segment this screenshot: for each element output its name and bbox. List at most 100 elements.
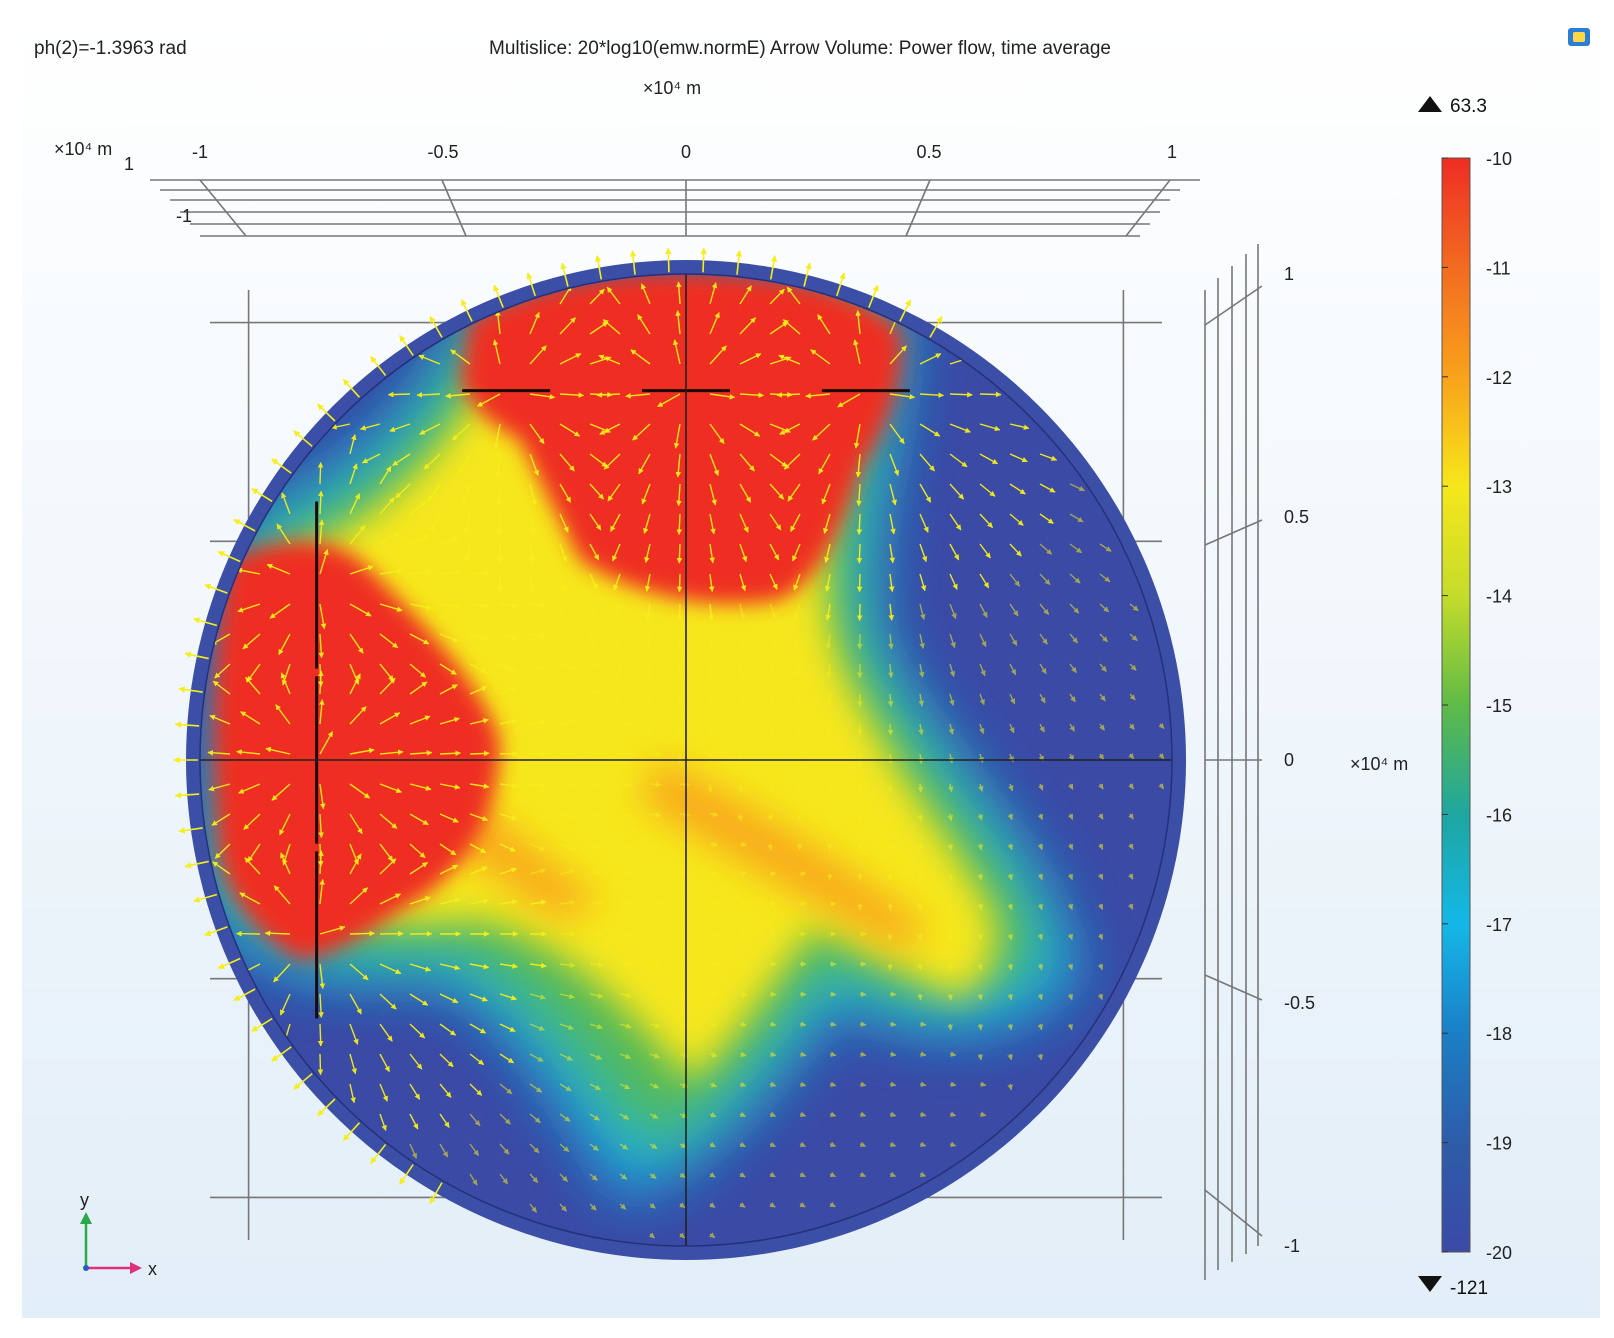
flow-arrow [709,345,727,365]
flow-arrow [826,693,832,707]
flow-arrow [529,1113,541,1124]
flow-arrow [709,1141,716,1148]
flow-arrow [529,1053,544,1062]
flow-arrow [589,1143,599,1151]
colorbar-tick-label: -13 [1486,477,1512,497]
flow-arrow [649,961,662,968]
flow-arrow [280,672,291,695]
flow-arrow [790,513,801,532]
boundary-arrow [193,893,218,903]
flow-arrow [709,1021,719,1028]
flow-arrow [979,423,1001,432]
flow-arrow [439,993,459,1004]
flow-arrow [439,897,461,905]
flow-arrow [919,392,945,398]
boundary-arrow [204,583,228,594]
flow-arrow [1037,933,1043,941]
flow-arrow [888,573,895,593]
flow-arrow [739,1141,746,1148]
flow-arrow [499,663,517,672]
flow-arrow [1099,663,1107,672]
flow-arrow [799,871,807,877]
flow-arrow [559,1083,572,1092]
flow-arrow [1128,813,1134,820]
flow-arrow [979,603,988,618]
flow-arrow [649,1022,661,1029]
flow-arrow [739,870,748,877]
flow-arrow [679,1142,687,1149]
z-tick-label: 1 [124,154,134,174]
flow-arrow [499,1023,516,1032]
flow-arrow [559,353,582,365]
flow-arrow [1009,573,1021,587]
flow-arrow [1097,843,1104,850]
flow-arrow [409,1083,421,1100]
flow-arrow [599,423,621,435]
flow-arrow [499,963,518,969]
flow-arrow [1037,993,1043,1001]
flow-arrow [949,663,956,678]
flow-arrow [1009,693,1016,705]
flow-arrow [917,963,923,971]
flow-arrow [237,603,261,613]
flow-arrow [917,753,924,764]
flow-arrow [379,497,395,515]
flow-arrow [379,813,398,829]
flow-arrow [409,963,432,972]
view-cube-icon[interactable] [1568,28,1590,46]
flow-arrow [1158,783,1165,790]
flow-arrow [619,900,633,907]
flow-arrow [236,749,261,755]
flow-arrow [439,717,460,725]
flow-arrow [559,1023,574,1030]
flow-arrow [439,663,457,676]
flow-arrow [242,633,261,650]
flow-arrow [947,963,953,971]
flow-arrow [469,898,490,905]
flow-arrow [1067,993,1073,1001]
flow-arrow [1037,873,1043,881]
boundary-arrow [429,316,443,338]
flow-arrow [919,573,927,592]
flow-arrow [1039,633,1048,645]
flow-arrow [559,1113,571,1122]
flow-arrow [644,543,651,563]
triangle-down-icon [1418,1276,1442,1292]
flow-arrow [1099,723,1105,731]
flow-arrow [318,850,324,875]
flow-arrow [821,483,831,505]
flow-arrow [603,453,621,470]
flow-arrow [947,843,953,851]
flow-arrow [379,893,402,905]
boundary-arrow [665,247,672,273]
flow-arrow [395,483,411,499]
flow-arrow [499,750,519,757]
flow-arrow [949,633,956,649]
flow-arrow [499,867,517,875]
flow-arrow [619,1203,627,1210]
flow-arrow [919,1081,927,1087]
flow-arrow [709,282,718,305]
x-tick-label: 0 [681,142,691,162]
flow-arrow [409,534,431,545]
flow-arrow [888,633,894,650]
flow-arrow [829,1141,837,1147]
flow-arrow [917,993,923,1001]
flow-arrow [1067,963,1073,971]
flow-arrow [794,603,801,620]
flow-arrow [379,1113,387,1131]
flow-arrow [649,1113,659,1119]
flow-arrow [837,393,861,408]
boundary-arrow [399,335,414,356]
flow-arrow [266,563,291,575]
boundary-arrow [370,356,387,376]
flow-arrow [649,870,662,876]
flow-arrow [679,842,690,848]
flow-arrow [675,453,682,478]
flow-arrow [318,633,325,659]
flow-arrow [499,1053,515,1064]
frame-line [1204,974,1263,1001]
flow-arrow [679,1202,686,1209]
flow-arrow [919,603,926,621]
flow-arrow [1099,603,1110,613]
